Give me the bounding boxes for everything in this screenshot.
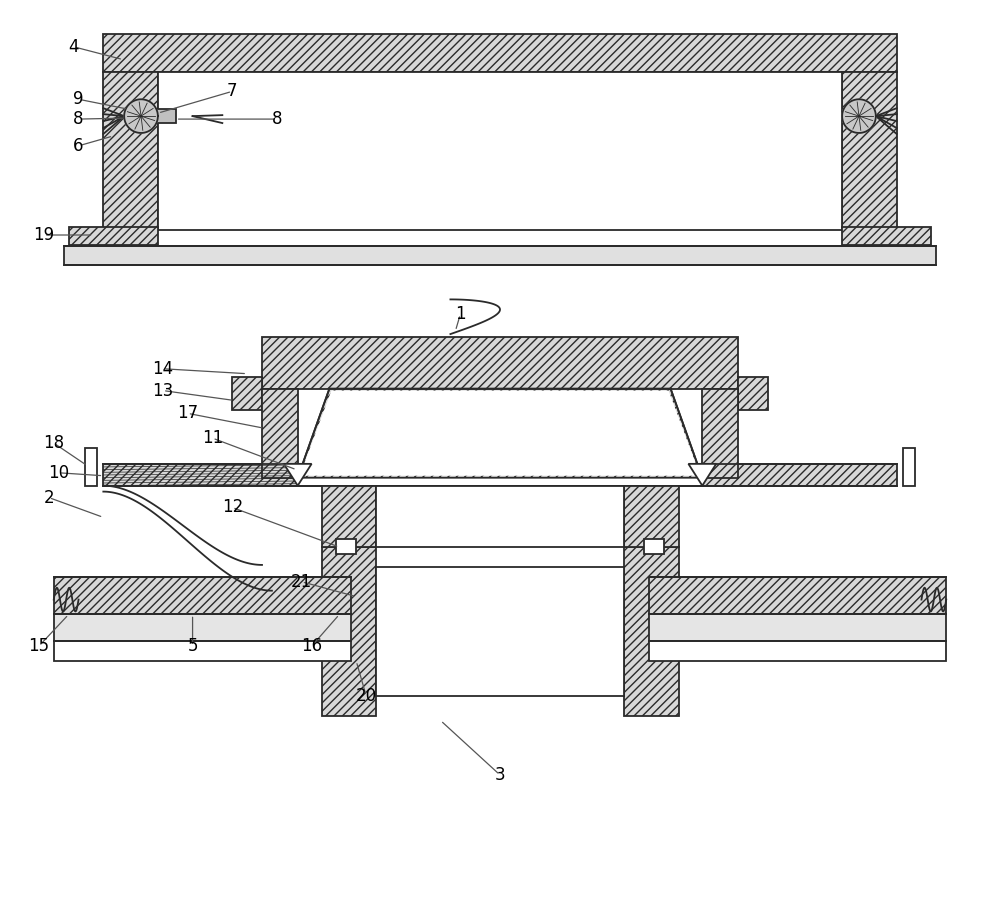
Polygon shape: [688, 464, 716, 486]
Bar: [85, 448, 97, 486]
Text: 9: 9: [73, 91, 84, 109]
Bar: [322, 486, 376, 547]
Text: 21: 21: [291, 573, 312, 591]
Bar: [336, 539, 356, 554]
Text: 7: 7: [227, 83, 238, 101]
Bar: [624, 486, 678, 547]
Bar: [103, 34, 897, 72]
Bar: [69, 227, 158, 245]
Text: 6: 6: [73, 136, 84, 154]
Polygon shape: [298, 389, 702, 478]
Bar: [644, 539, 664, 554]
Text: 20: 20: [356, 687, 377, 705]
Text: 15: 15: [28, 638, 49, 656]
Text: 13: 13: [152, 382, 173, 400]
Text: 8: 8: [272, 110, 282, 128]
Bar: [322, 547, 376, 716]
Text: 14: 14: [152, 360, 173, 378]
Bar: [54, 577, 351, 614]
Bar: [54, 614, 351, 641]
Bar: [262, 389, 298, 478]
Bar: [903, 448, 915, 486]
Bar: [262, 337, 738, 389]
Bar: [842, 227, 931, 245]
Polygon shape: [300, 391, 700, 476]
Bar: [376, 567, 624, 696]
Bar: [649, 614, 946, 641]
Text: 3: 3: [495, 766, 505, 784]
Bar: [158, 72, 842, 230]
Bar: [624, 547, 678, 716]
Bar: [232, 376, 262, 410]
Bar: [738, 376, 768, 410]
Text: 17: 17: [177, 404, 198, 422]
Text: 5: 5: [187, 638, 198, 656]
Polygon shape: [284, 464, 312, 486]
Bar: [298, 464, 702, 486]
Text: 10: 10: [48, 463, 69, 482]
Text: 8: 8: [73, 110, 84, 128]
Bar: [842, 72, 897, 230]
Text: 18: 18: [43, 434, 64, 452]
Text: 4: 4: [68, 38, 79, 56]
Bar: [103, 464, 298, 486]
Bar: [649, 641, 946, 661]
Text: 1: 1: [455, 305, 466, 323]
Text: 19: 19: [33, 226, 54, 244]
Bar: [54, 641, 351, 661]
Bar: [103, 72, 158, 230]
Bar: [64, 246, 936, 265]
Bar: [141, 110, 176, 123]
Bar: [702, 464, 897, 486]
Bar: [376, 486, 624, 547]
Polygon shape: [124, 100, 158, 133]
Text: 12: 12: [222, 498, 243, 516]
Text: 2: 2: [43, 489, 54, 506]
Text: 11: 11: [202, 429, 223, 447]
Text: 16: 16: [301, 638, 322, 656]
Bar: [649, 577, 946, 614]
Polygon shape: [842, 100, 876, 133]
Bar: [702, 389, 738, 478]
